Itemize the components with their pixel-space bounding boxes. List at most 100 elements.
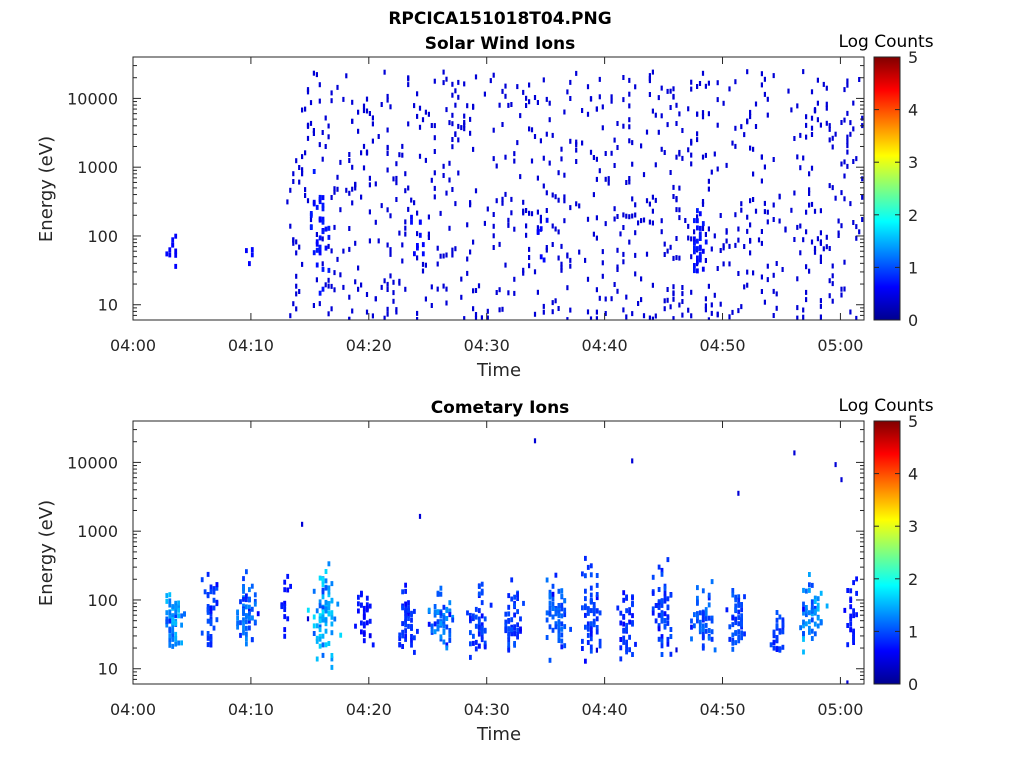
data-cell bbox=[601, 249, 604, 255]
data-cell bbox=[306, 616, 310, 622]
data-cell bbox=[575, 142, 578, 148]
data-cell bbox=[634, 271, 637, 277]
data-cell bbox=[763, 200, 766, 206]
data-cell bbox=[631, 161, 634, 167]
data-cell bbox=[698, 245, 702, 251]
data-cell bbox=[840, 190, 843, 196]
data-cell bbox=[312, 588, 316, 594]
data-cell bbox=[336, 186, 339, 192]
panel-title: Cometary Ions bbox=[431, 398, 570, 418]
data-cell bbox=[634, 212, 637, 218]
data-cell bbox=[330, 306, 333, 312]
data-cell bbox=[628, 117, 631, 123]
data-cell bbox=[477, 591, 481, 597]
data-cell bbox=[165, 598, 169, 604]
data-cell bbox=[401, 242, 404, 248]
data-cell bbox=[690, 152, 693, 158]
data-cell bbox=[504, 93, 507, 99]
data-cell bbox=[174, 233, 178, 239]
data-cell bbox=[248, 611, 251, 616]
data-cell bbox=[595, 309, 598, 315]
data-cell bbox=[666, 604, 670, 610]
y-tick-label: 100 bbox=[87, 591, 118, 610]
data-cell bbox=[250, 583, 254, 589]
data-cell bbox=[563, 172, 566, 178]
data-cell bbox=[855, 590, 858, 596]
data-cell bbox=[763, 91, 766, 97]
data-cell bbox=[725, 228, 728, 234]
data-cell bbox=[348, 190, 351, 196]
data-cell bbox=[698, 610, 702, 616]
data-cell bbox=[625, 294, 628, 300]
data-cell bbox=[693, 612, 696, 618]
data-cell bbox=[651, 316, 654, 320]
data-cell bbox=[315, 635, 319, 641]
data-cell bbox=[740, 613, 743, 619]
data-cell bbox=[463, 316, 466, 320]
data-cell bbox=[858, 229, 861, 235]
data-cell bbox=[861, 217, 864, 222]
y-tick-label: 1000 bbox=[77, 522, 118, 541]
data-cell bbox=[380, 284, 383, 290]
data-cell bbox=[831, 185, 834, 191]
data-cell bbox=[766, 209, 769, 215]
data-cell bbox=[704, 258, 707, 263]
data-cell bbox=[292, 171, 295, 177]
data-cell bbox=[813, 621, 817, 627]
data-cell bbox=[810, 628, 814, 634]
data-cell bbox=[486, 315, 489, 320]
data-cell bbox=[383, 69, 386, 75]
data-cell bbox=[740, 304, 743, 310]
data-cell bbox=[448, 225, 451, 231]
data-cell bbox=[775, 623, 779, 629]
data-cell bbox=[474, 312, 478, 317]
data-cell bbox=[289, 313, 292, 319]
data-cell bbox=[245, 248, 248, 254]
data-cell bbox=[846, 134, 849, 140]
data-cell bbox=[457, 79, 460, 85]
data-cell bbox=[183, 611, 186, 617]
data-cell bbox=[342, 96, 345, 102]
data-cell bbox=[595, 176, 598, 182]
data-cell bbox=[513, 226, 516, 232]
data-cell bbox=[728, 86, 731, 92]
data-cell bbox=[822, 81, 825, 87]
data-cell bbox=[819, 314, 822, 320]
data-cell bbox=[557, 197, 560, 203]
data-cell bbox=[660, 218, 663, 224]
data-cell bbox=[206, 631, 210, 636]
data-cell bbox=[634, 641, 637, 647]
y-tick-label: 10 bbox=[98, 296, 118, 315]
data-cell bbox=[687, 147, 690, 153]
data-cell bbox=[808, 191, 811, 196]
data-cell bbox=[248, 618, 251, 624]
data-cell bbox=[746, 282, 749, 288]
data-cell bbox=[466, 222, 469, 228]
data-cell bbox=[666, 641, 670, 647]
data-cell bbox=[171, 604, 175, 610]
data-cell bbox=[298, 244, 301, 250]
data-cell bbox=[592, 618, 596, 624]
data-cell bbox=[678, 207, 681, 213]
data-cell bbox=[445, 608, 449, 614]
data-cell bbox=[560, 602, 564, 608]
data-cell bbox=[701, 627, 705, 632]
data-cell bbox=[480, 613, 484, 619]
data-cell bbox=[775, 610, 779, 615]
data-cell bbox=[168, 598, 172, 604]
data-cell bbox=[445, 107, 448, 113]
data-cell bbox=[746, 269, 749, 275]
data-cell bbox=[536, 225, 539, 231]
data-cell bbox=[772, 640, 776, 646]
data-cell bbox=[236, 621, 239, 626]
data-cell bbox=[816, 602, 820, 608]
data-cell bbox=[545, 635, 549, 640]
data-cell bbox=[413, 608, 416, 614]
data-cell bbox=[362, 165, 366, 171]
data-cell bbox=[616, 267, 619, 272]
data-cell bbox=[324, 569, 328, 574]
data-cell bbox=[858, 77, 861, 82]
data-cell bbox=[763, 76, 766, 82]
data-cell bbox=[660, 146, 663, 152]
data-cell bbox=[424, 296, 427, 302]
